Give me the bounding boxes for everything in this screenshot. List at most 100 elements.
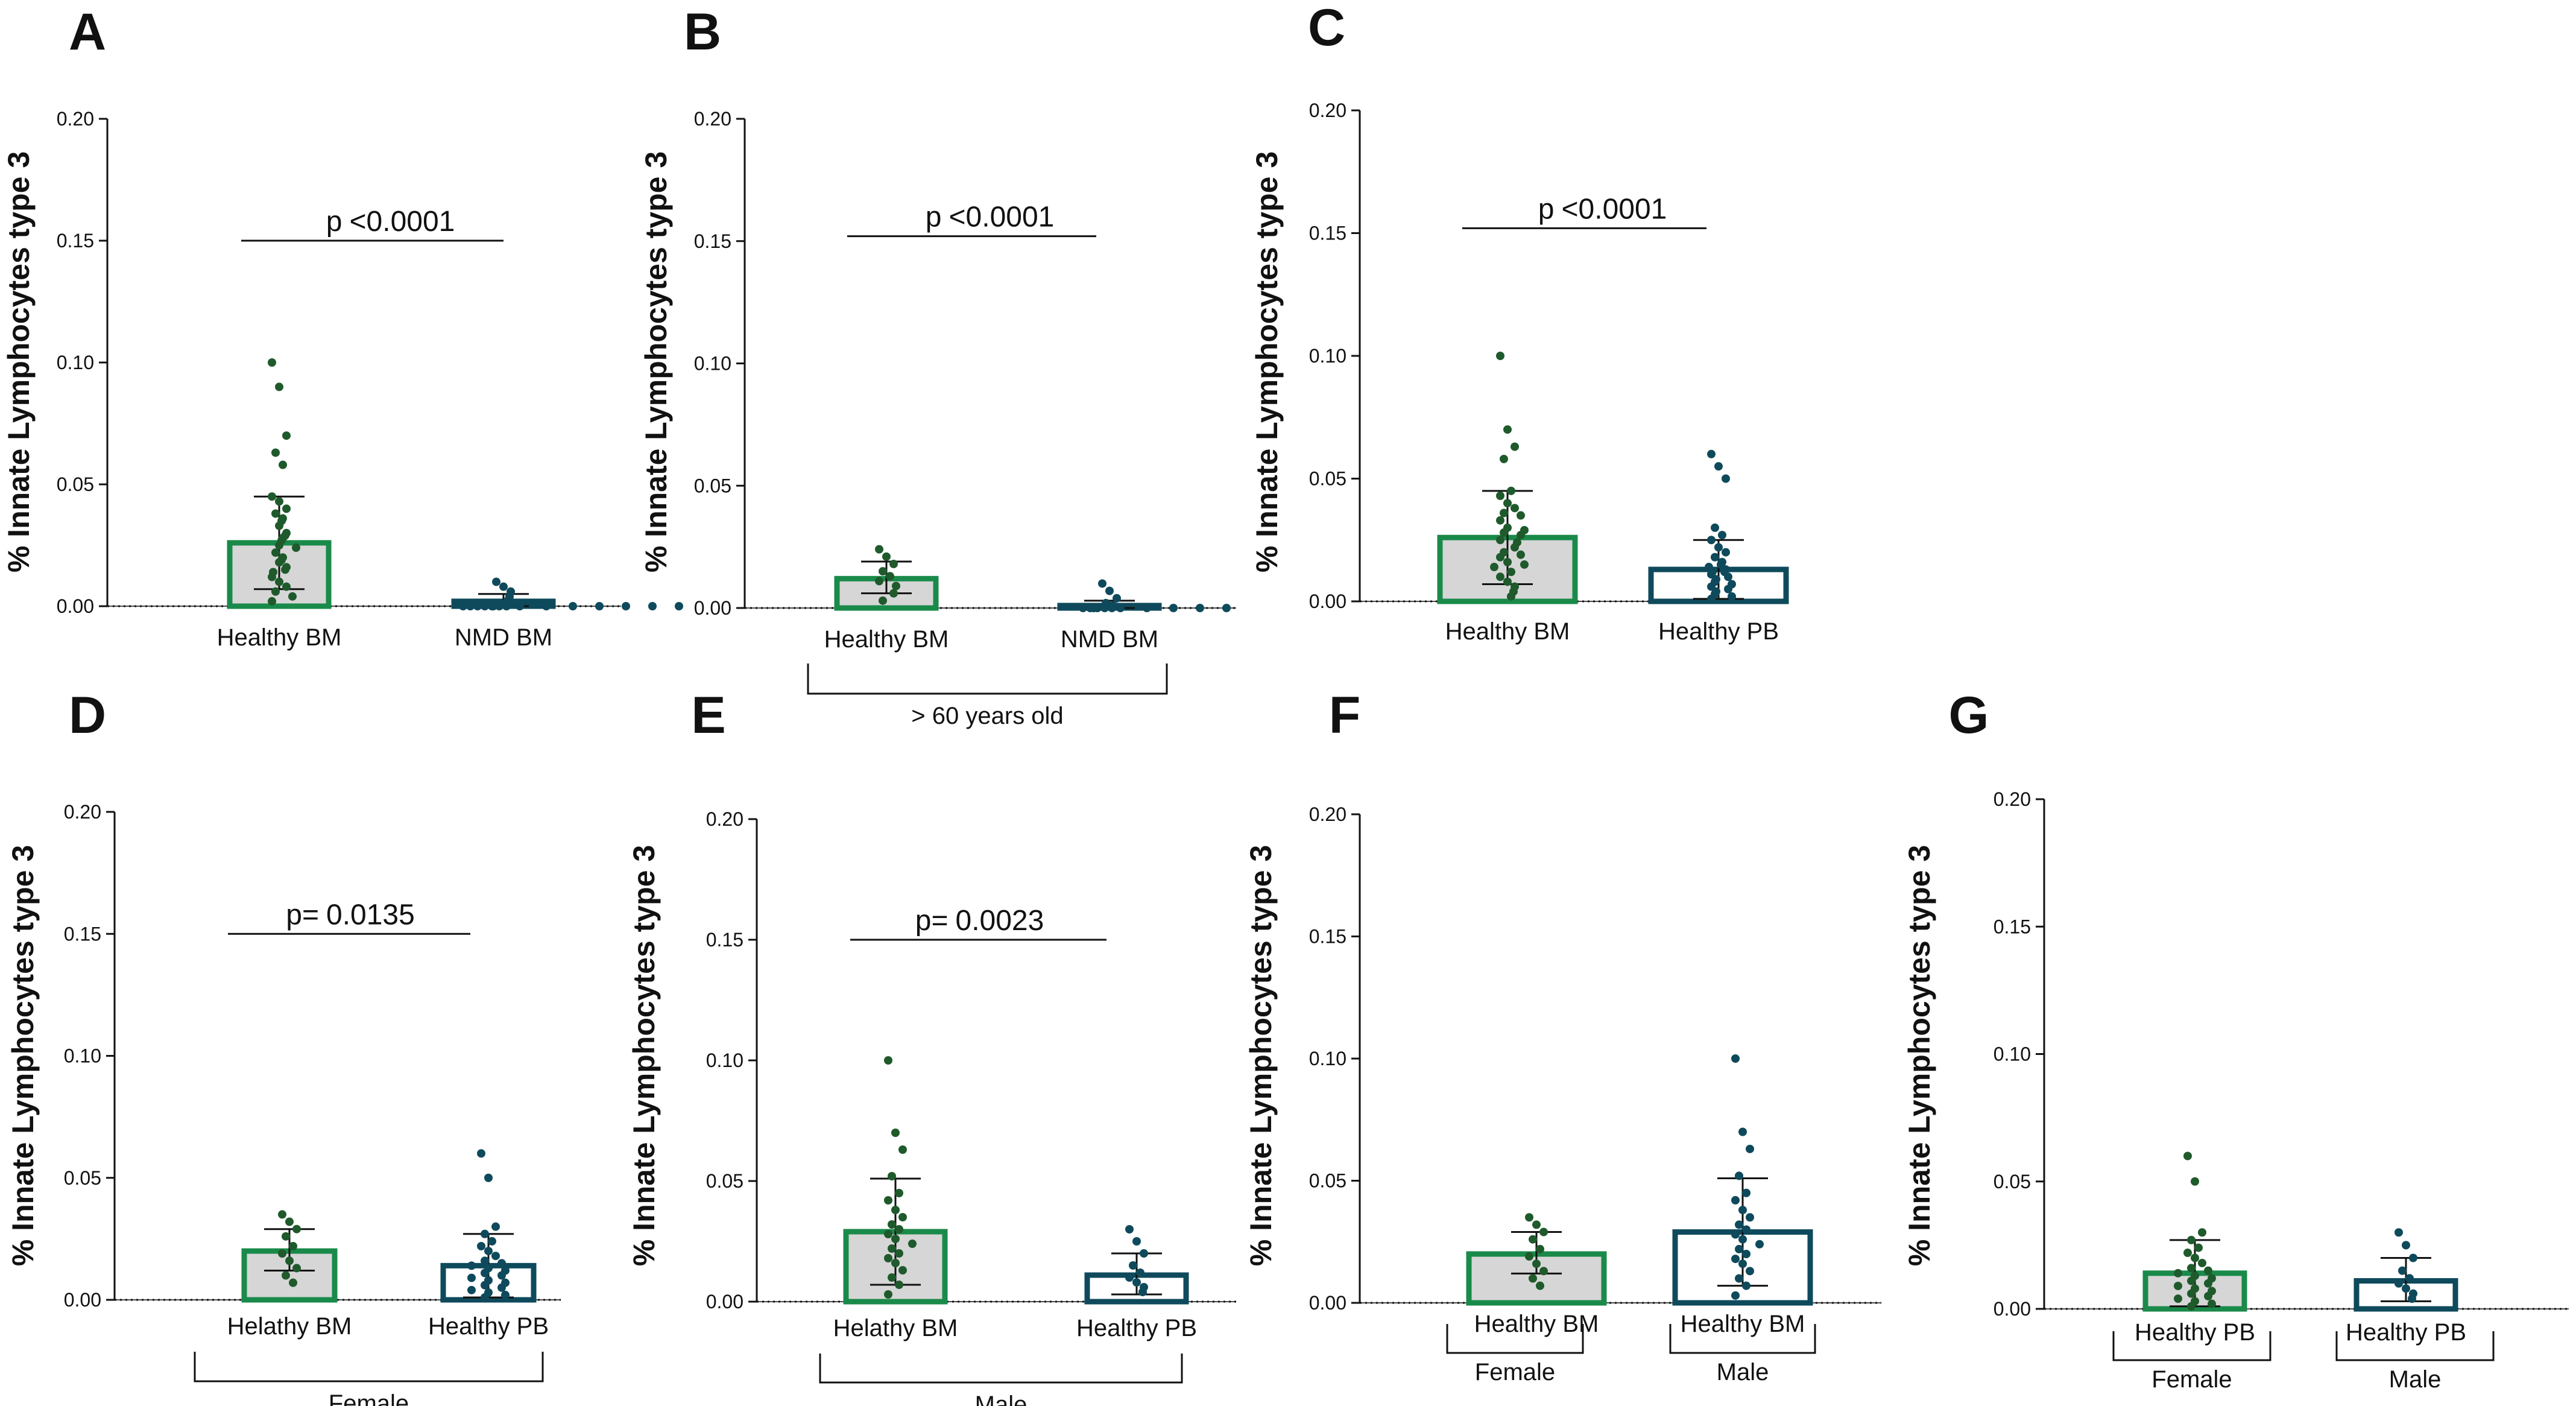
data-point [1140,1249,1148,1258]
data-point [2204,1266,2212,1275]
data-point [1132,1278,1141,1287]
y-axis-label: % Innate Lymphocytes type 3 [2,151,36,572]
data-point [891,1235,900,1243]
data-point [1517,511,1525,520]
data-point [1731,1255,1740,1264]
y-tick-label: 0.10 [694,353,731,375]
data-point [1496,553,1504,562]
data-point [2204,1291,2212,1300]
data-point [2405,1274,2414,1283]
data-point [1503,557,1512,566]
category-label: Healthy PB [2346,1319,2466,1346]
panel-letter: B [684,3,721,61]
data-point [271,587,280,596]
data-point [542,602,551,610]
data-point [1742,1281,1750,1290]
data-point [895,1189,903,1197]
data-point [1143,604,1151,612]
data-point [1517,531,1525,540]
y-tick-label: 0.20 [57,108,94,130]
chart-panel-b: B % Innate Lymphocytes type 3 0.00 0.05 0.10… [639,3,1236,729]
data-point [886,572,894,581]
data-point [1731,1195,1740,1205]
data-point [898,1266,907,1275]
y-tick-label: 0.15 [706,929,743,951]
data-point [1738,1206,1747,1215]
p-value-label: p= [915,905,949,937]
data-point [1525,1252,1533,1261]
y-tick-label: 0.00 [1994,1298,2031,1320]
group-bracket [807,663,1168,695]
y-tick-label: 0.10 [57,352,94,373]
group-label: Female [329,1390,409,1406]
data-point [484,1173,493,1182]
data-point [1511,543,1519,552]
data-point [492,577,500,586]
y-tick-label: 0.20 [1994,788,2031,810]
category-label: Healthy PB [428,1313,549,1340]
y-tick-label: 0.05 [57,473,94,495]
data-point [2408,1294,2416,1303]
data-point [1532,1259,1541,1268]
data-point [282,431,291,440]
data-point [488,602,496,610]
y-tick-label: 0.05 [64,1167,101,1189]
group-label: Male [975,1392,1028,1406]
data-point [1507,592,1515,601]
data-point [279,460,287,469]
p-value-label: p= [286,899,319,931]
data-point [1105,586,1114,595]
data-point [1520,560,1529,569]
data-point [875,545,883,554]
y-axis-label: % Innate Lymphocytes type 3 [627,845,661,1266]
category-label: Healthy PB [2135,1319,2255,1346]
data-point [1738,1127,1747,1136]
data-point [1093,604,1102,612]
p-value-label: p [926,201,942,233]
data-point [895,1249,903,1258]
data-point [275,382,283,391]
data-point [1742,1225,1750,1234]
data-point [271,509,280,518]
y-tick-label: 0.20 [1309,803,1346,825]
data-point [1714,543,1723,552]
y-tick-label: 0.15 [57,230,94,252]
y-tick-label: 0.15 [1309,926,1346,948]
data-point [1746,1267,1754,1276]
data-point [481,1293,489,1302]
data-point [1718,531,1726,540]
chart-panel-c: C % Innate Lymphocytes type 3 0.00 0.05 0.10… [1250,0,1789,645]
data-point [1496,572,1504,581]
data-point [281,565,289,574]
chart-panel-g: G % Innate Lymphocytes type 3 0.00 0.05 0.10… [1902,686,2569,1393]
data-point [1714,462,1723,471]
subgroup-bracket [1446,1324,1584,1354]
data-point [891,1129,900,1137]
panel-letter: G [1949,686,1989,744]
data-point [888,1273,896,1282]
data-point [1132,1237,1141,1246]
y-tick-label: 0.10 [1309,345,1346,367]
y-tick-label: 0.10 [1994,1043,2031,1065]
data-point [898,1145,907,1154]
data-point [2183,1249,2192,1258]
category-label: Healthy BM [824,626,949,653]
data-point [1500,508,1508,518]
data-point [268,572,276,581]
data-point [1731,1230,1740,1239]
data-point [484,1247,493,1256]
data-point [888,1244,896,1253]
p-value-label: p [326,206,343,238]
data-point [1735,1274,1743,1283]
data-point [516,602,524,610]
data-point [889,589,898,598]
data-point [1755,1240,1764,1249]
data-point [1500,528,1508,537]
data-point [467,1261,476,1270]
data-point [1707,449,1716,458]
data-point [891,1206,900,1214]
data-point [497,1283,506,1292]
data-point [891,1259,900,1267]
p-value: <0.0001 [949,201,1055,233]
